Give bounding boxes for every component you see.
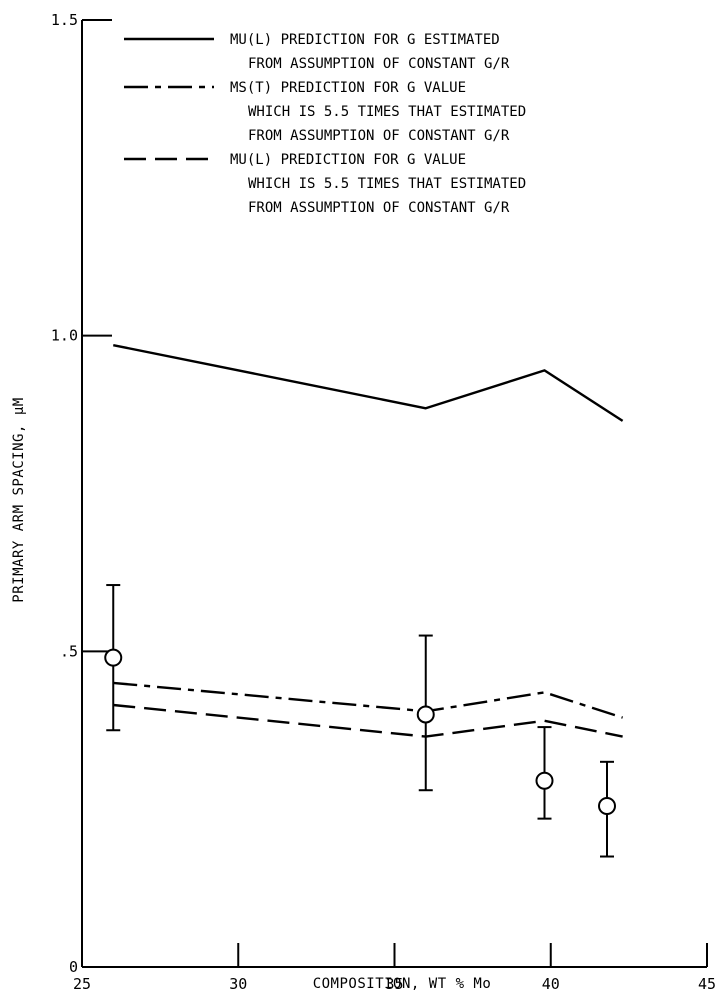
data-point — [104, 648, 123, 667]
series-layer — [113, 343, 624, 738]
legend-label: FROM ASSUMPTION OF CONSTANT G/R — [248, 56, 510, 72]
legend-label: WHICH IS 5.5 TIMES THAT ESTIMATED — [248, 104, 526, 120]
y-tick-label: 0 — [69, 958, 78, 976]
y-tick-label: 1.5 — [51, 11, 78, 29]
legend-label: MS(T) PREDICTION FOR G VALUE — [230, 80, 466, 96]
y-tick-label: 1.0 — [51, 327, 78, 345]
legend-label: MU(L) PREDICTION FOR G ESTIMATED — [230, 32, 500, 48]
x-axis-label: COMPOSITION, WT % Mo — [313, 976, 492, 992]
series-line-1 — [113, 343, 624, 422]
legend: MU(L) PREDICTION FOR G ESTIMATED FROM ASS… — [124, 32, 526, 216]
legend-label: MU(L) PREDICTION FOR G VALUE — [230, 152, 466, 168]
legend-label: FROM ASSUMPTION OF CONSTANT G/R — [248, 200, 510, 216]
y-tick-label: .5 — [60, 642, 78, 660]
series-line-3 — [113, 703, 623, 738]
x-tick-label: 40 — [542, 975, 560, 993]
data-point — [598, 797, 616, 816]
x-tick-label: 25 — [73, 975, 91, 993]
series-line-2 — [113, 681, 623, 719]
y-axis-label: PRIMARY ARM SPACING, μM — [11, 397, 27, 602]
x-tick-label: 45 — [698, 975, 716, 993]
legend-label: FROM ASSUMPTION OF CONSTANT G/R — [248, 128, 510, 144]
x-tick-label: 30 — [229, 975, 247, 993]
legend-label: WHICH IS 5.5 TIMES THAT ESTIMATED — [248, 176, 526, 192]
data-point — [416, 705, 435, 724]
x-tick-label: 35 — [385, 975, 403, 993]
axes: 25 30 35 40 45 0 .5 1.0 1.5 — [51, 11, 716, 993]
data-point — [535, 771, 554, 790]
measured-points-layer — [104, 584, 616, 858]
